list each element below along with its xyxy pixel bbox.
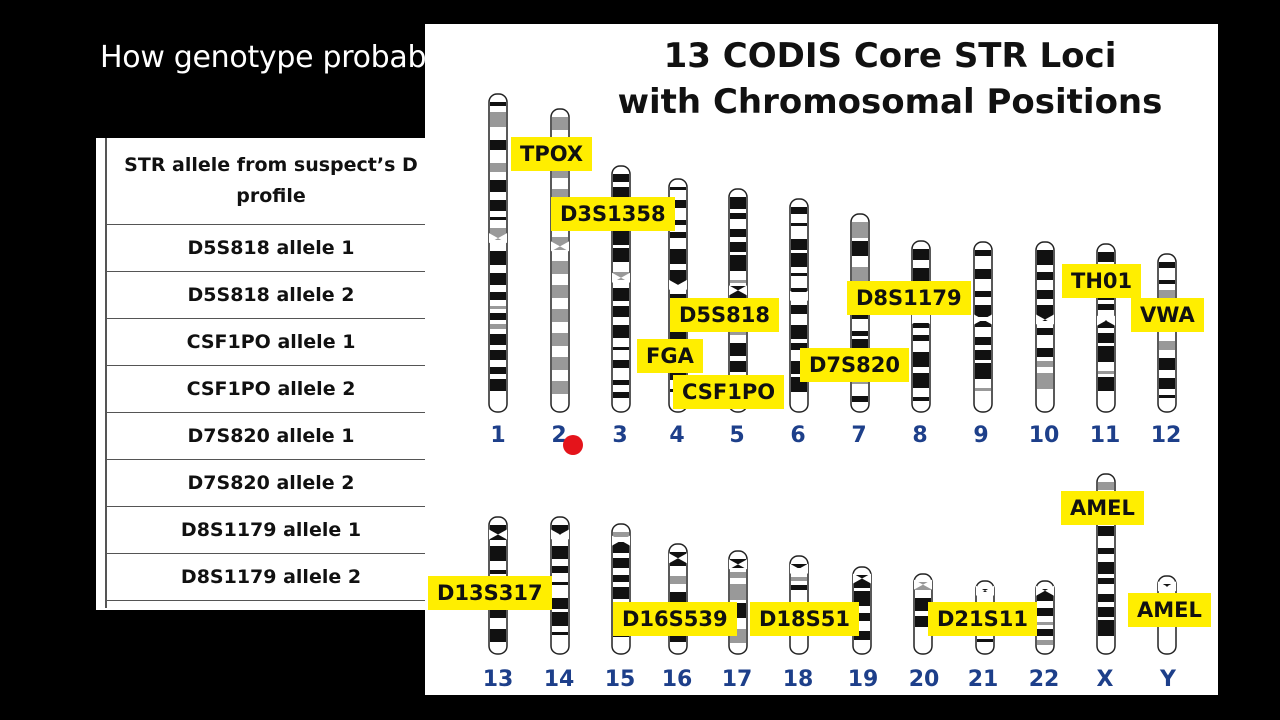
chromosome-number: 1 <box>490 423 506 448</box>
chromosome-number: 8 <box>912 423 928 448</box>
allele-table-panel: STR allele from suspect’s D profile D5S8… <box>96 138 506 610</box>
chromosome-number: 20 <box>908 667 940 692</box>
locus-label-fga: FGA <box>637 339 703 373</box>
chromosome-number: 19 <box>847 667 879 692</box>
locus-label-d7s820: D7S820 <box>800 348 910 382</box>
pointer-dot <box>563 435 583 455</box>
chromosome-number: 18 <box>782 667 814 692</box>
codis-figure: 13 CODIS Core STR Loci with Chromosomal … <box>425 24 1218 695</box>
chromosome-number: 9 <box>973 423 989 448</box>
locus-label-amel-x: AMEL <box>1061 491 1144 525</box>
chromosome-number: 7 <box>851 423 867 448</box>
slide-title: How genotype probab <box>100 40 427 75</box>
chromosome-number: 13 <box>482 667 514 692</box>
chromosome-number: 4 <box>669 423 685 448</box>
chromosome-number: 10 <box>1028 423 1060 448</box>
chromosome-number: 6 <box>790 423 806 448</box>
chromosome-ideogram <box>973 241 993 413</box>
locus-label-d5s818: D5S818 <box>670 298 780 332</box>
chromosome-ideogram <box>488 93 508 413</box>
chromosome-number: 3 <box>612 423 628 448</box>
chromosome-ideogram <box>1035 580 1055 655</box>
chromosome-number: 12 <box>1150 423 1182 448</box>
locus-label-th01: TH01 <box>1062 264 1142 298</box>
locus-label-vwa: VWA <box>1131 298 1204 332</box>
chromosome-ideogram <box>911 240 931 413</box>
chromosome-number: 11 <box>1089 423 1121 448</box>
locus-label-d8s1179: D8S1179 <box>847 281 971 315</box>
table-border <box>105 138 107 608</box>
locus-label-csf1po: CSF1PO <box>673 375 785 409</box>
chromosome-number: 2 <box>551 423 567 448</box>
locus-label-d18s51: D18S51 <box>750 602 860 636</box>
chromosome-ideogram <box>668 543 688 655</box>
chromosome-number: 14 <box>543 667 575 692</box>
chromosome-number: 22 <box>1028 667 1060 692</box>
figure-title-line1: 13 CODIS Core STR Loci <box>663 36 1117 76</box>
chromosome-number: 16 <box>661 667 693 692</box>
chromosome-number: 17 <box>721 667 753 692</box>
chromosome-number: Y <box>1160 667 1176 692</box>
locus-label-d21s11: D21S11 <box>928 602 1038 636</box>
chromosome-ideogram <box>550 516 570 655</box>
chromosome-number: X <box>1096 667 1114 692</box>
chromosome-number: 21 <box>967 667 999 692</box>
locus-label-d3s1358: D3S1358 <box>551 197 675 231</box>
chromosome-number: 15 <box>604 667 636 692</box>
chromosome-number: 5 <box>729 423 745 448</box>
chromosome-ideogram <box>1035 241 1055 413</box>
chromosome-ideogram <box>1157 253 1177 413</box>
figure-title-line2: with Chromosomal Positions <box>617 82 1163 122</box>
chromosome-ideogram <box>550 108 570 413</box>
locus-label-amel-y: AMEL <box>1128 593 1211 627</box>
locus-label-d13s317: D13S317 <box>428 576 552 610</box>
locus-label-tpox: TPOX <box>511 137 593 171</box>
locus-label-d16s539: D16S539 <box>613 602 737 636</box>
